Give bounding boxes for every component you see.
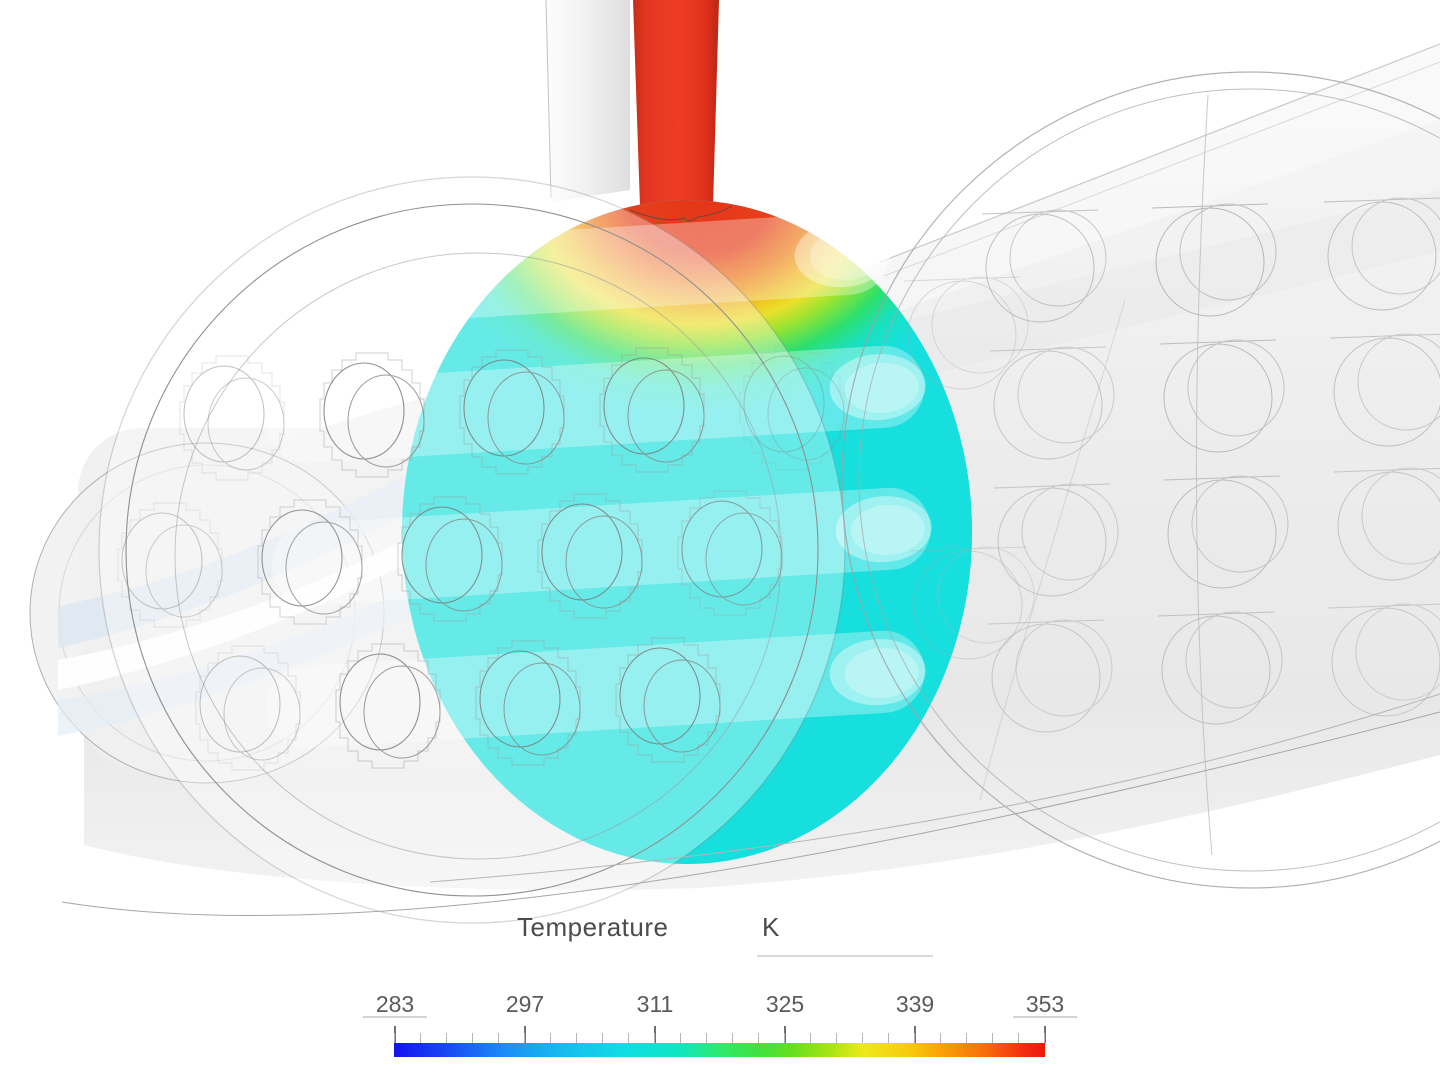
colorbar-minor-ticks [394,1033,1047,1043]
shell-bottom-edges [61,693,1440,917]
legend-tick-325: 325 [765,991,805,1017]
legend-max-underline [1013,1016,1077,1018]
legend-tick-311: 311 [636,991,674,1017]
legend-min-underline [363,1016,427,1018]
colorbar-gradient [394,1043,1045,1057]
nozzle-wall [545,0,630,202]
legend-unit-field[interactable]: K [762,912,780,942]
legend-unit-underline [757,955,933,957]
legend-min-field[interactable]: 283 [375,991,415,1017]
legend-max-field[interactable]: 353 [1025,991,1065,1017]
legend-tick-339: 339 [895,991,935,1017]
legend-tick-297: 297 [505,991,545,1017]
inlet-weld-line [629,205,733,222]
legend-field-title: Temperature [517,912,669,942]
inlet-pipe [633,0,719,206]
end-cap-flange [98,176,846,924]
